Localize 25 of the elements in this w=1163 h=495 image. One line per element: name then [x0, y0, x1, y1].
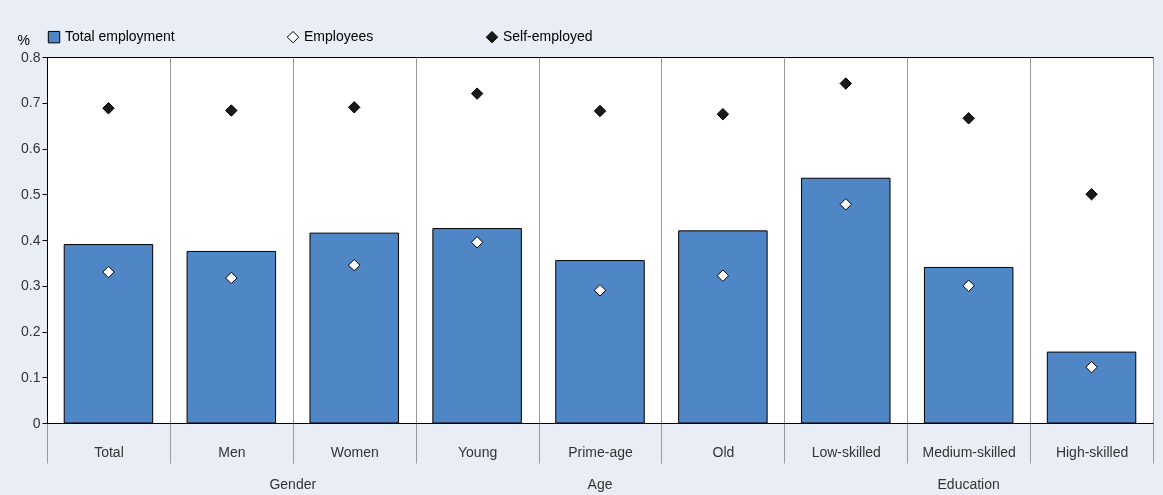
text: Gender: [269, 476, 317, 492]
legend-label: Self-employed: [503, 28, 593, 45]
x-tick-label: Low-skilled: [811, 443, 881, 460]
text: Age: [587, 476, 613, 492]
x-tick-label: Total: [94, 443, 124, 460]
x-tick-label: High-skilled: [1055, 443, 1129, 460]
x-tick-label: Men: [218, 443, 246, 460]
y-tick-label: 0.3: [21, 277, 41, 294]
x-tick-label: Young: [458, 443, 498, 460]
x-tick-label: Women: [330, 443, 379, 460]
y-axis-title: %: [17, 31, 30, 48]
y-tick-label: 0: [32, 414, 41, 431]
x-tick-label: Medium-skilled: [922, 443, 1016, 460]
y-tick-label: 0.5: [21, 185, 41, 202]
x-tick-label: Prime-age: [568, 443, 633, 460]
y-tick-label: 0.2: [21, 323, 41, 339]
text: Education: [937, 476, 1000, 492]
y-tick-label: 0.7: [21, 94, 41, 111]
x-tick-label: Old: [712, 443, 735, 460]
y-tick-label: 0.4: [21, 231, 41, 248]
legend-label: Employees: [304, 28, 374, 45]
y-tick-label: 0.1: [21, 368, 41, 385]
y-tick-label: 0.8: [21, 48, 41, 65]
y-tick-label: 0.6: [21, 140, 41, 156]
legend-label: Total employment: [65, 28, 175, 45]
